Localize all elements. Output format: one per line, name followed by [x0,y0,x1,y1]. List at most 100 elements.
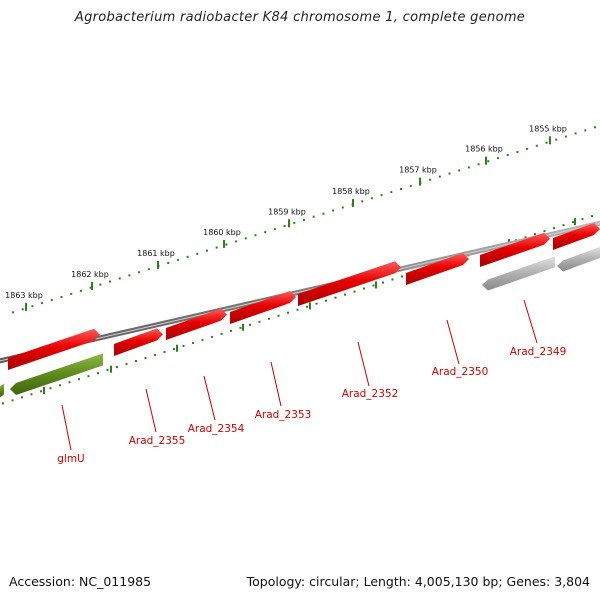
tick-dot [60,295,63,298]
tick-dot [467,166,470,169]
tick-dot [116,366,118,369]
gene-arrow [480,232,550,267]
gene-leader-line [523,299,538,344]
tick-dot [380,194,383,197]
tick-dot [244,237,247,240]
tick-dot [89,286,92,289]
tick-dot [296,308,299,311]
tick-dot [564,135,567,138]
tick-dot [70,292,73,295]
tick-labels-layer: 1855 kbp 1856 kbp 1857 kbp 1858 kbp 1859 kbp… [5,124,567,311]
tick-mark [309,302,311,310]
tick-label: 1859 kbp [268,207,306,216]
tick-dot [268,317,270,320]
tick-mark [352,198,354,207]
tick-dot [363,287,365,290]
tick-dot [78,378,80,381]
tick-dot [526,147,529,150]
tick-dot [287,311,289,314]
gene-label: Arad_2350 [432,366,489,378]
tick-dot [277,314,280,317]
tick-dot [341,206,344,209]
tick-dot [332,209,335,212]
tick-dot [273,228,276,231]
tick-dot [182,344,185,347]
tick-label: 1855 kbp [529,124,567,133]
gene-leader-line [446,319,460,365]
gene-label: Arad_2353 [255,409,312,421]
gene-label: Arad_2352 [342,388,399,400]
gene-arrow [406,252,469,285]
tick-mark [485,156,487,165]
tick-dot [106,369,109,372]
tick-dot [401,275,403,278]
tick-dot [50,299,53,302]
tick-mark [43,387,45,395]
gene-arrow [230,291,296,324]
gene-arrow [8,328,100,370]
tick-dot [325,299,327,302]
tick-dot [31,305,34,308]
tick-dot [192,341,194,344]
tick-dot [59,384,61,387]
tick-dot [21,396,23,399]
tick-dot [594,126,596,129]
tick-dot [225,243,228,246]
gene-labels-layer: Arad_2349 Arad_2350 Arad_2352 Arad_2353 Arad… [57,299,566,465]
tick-dot [239,326,242,329]
genes-layer [0,223,600,398]
tick-dot [581,218,584,221]
tick-dot [99,283,102,286]
tick-dot [79,289,82,292]
tick-dot [524,236,527,239]
tick-dot [186,255,189,258]
tick-dot [322,212,325,215]
accession-text: Accession: NC_011985 [9,574,152,589]
tick-mark [574,218,576,226]
tick-dot [40,390,42,393]
tick-dot [535,144,538,147]
tick-dot [361,200,364,203]
tick-mark [419,177,421,186]
tick-dot [312,215,315,218]
tick-dot [21,308,24,311]
tick-dot [438,175,441,178]
tick-dot [487,160,490,163]
tick-dot [572,221,574,224]
gene-leader-line [357,341,370,387]
tick-dot [87,375,90,378]
tick-dot [206,249,208,252]
chromosome-backbone [0,220,600,364]
tick-dot [391,278,394,281]
tick-dot [555,138,558,141]
genome-summary-text: Topology: circular; Length: 4,005,130 bp… [246,574,590,589]
tick-dot [372,284,375,287]
gene-arrow [166,308,227,340]
tick-dot [30,393,33,396]
tick-dot [283,224,286,227]
tick-dot [315,302,318,305]
tick-dot [264,231,267,234]
tick-dot [477,163,480,166]
tick-dot [2,402,4,405]
tick-dot [147,268,150,271]
tick-dot [545,141,548,144]
tick-dot [584,129,587,132]
tick-dot [458,169,461,172]
gene-arrow [298,261,401,306]
tick-dot [68,381,71,384]
tick-dot [41,302,44,305]
tick-dot [97,372,99,375]
tick-dot [176,258,179,261]
tick-dot [400,187,402,190]
gene-label: Arad_2355 [129,435,186,447]
tick-label: 1861 kbp [137,249,175,258]
tick-dot [353,290,356,293]
tick-label: 1858 kbp [332,187,370,196]
tick-mark [288,219,290,228]
tick-dot [306,305,308,308]
tick-dot [543,230,546,233]
tick-label: 1863 kbp [5,291,43,300]
tick-dot [344,293,346,296]
